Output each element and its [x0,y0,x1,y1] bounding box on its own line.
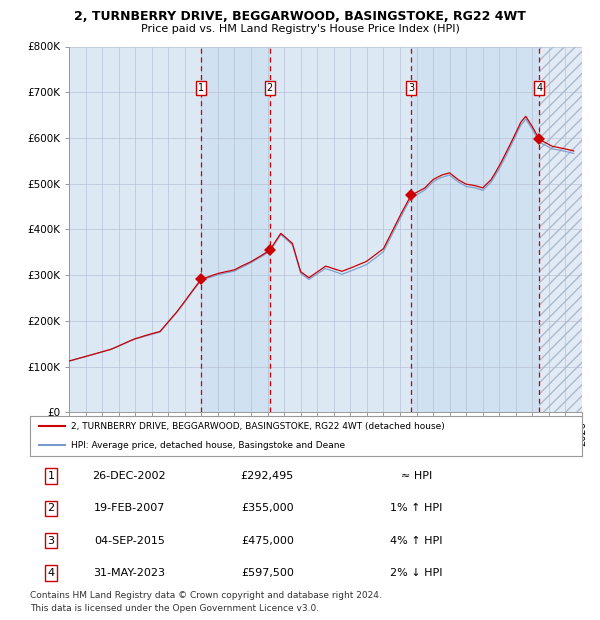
Text: £597,500: £597,500 [241,568,294,578]
Text: 04-SEP-2015: 04-SEP-2015 [94,536,165,546]
Text: £355,000: £355,000 [241,503,293,513]
Text: 1% ↑ HPI: 1% ↑ HPI [390,503,443,513]
Text: 2, TURNBERRY DRIVE, BEGGARWOOD, BASINGSTOKE, RG22 4WT (detached house): 2, TURNBERRY DRIVE, BEGGARWOOD, BASINGST… [71,422,445,431]
Text: 3: 3 [408,82,414,92]
Text: 4: 4 [536,82,542,92]
Text: 1: 1 [198,82,204,92]
Text: 1: 1 [47,471,55,481]
Bar [539,46,582,412]
Text: 2, TURNBERRY DRIVE, BEGGARWOOD, BASINGSTOKE, RG22 4WT: 2, TURNBERRY DRIVE, BEGGARWOOD, BASINGST… [74,10,526,23]
Text: £292,495: £292,495 [241,471,294,481]
Text: £475,000: £475,000 [241,536,294,546]
Text: 2: 2 [266,82,273,92]
Text: ≈ HPI: ≈ HPI [401,471,432,481]
Text: 31-MAY-2023: 31-MAY-2023 [94,568,166,578]
Text: HPI: Average price, detached house, Basingstoke and Deane: HPI: Average price, detached house, Basi… [71,441,346,450]
Text: 26-DEC-2002: 26-DEC-2002 [92,471,166,481]
Text: 2% ↓ HPI: 2% ↓ HPI [390,568,443,578]
Text: 4% ↑ HPI: 4% ↑ HPI [390,536,443,546]
Text: Contains HM Land Registry data © Crown copyright and database right 2024.
This d: Contains HM Land Registry data © Crown c… [30,591,382,613]
Text: 19-FEB-2007: 19-FEB-2007 [94,503,165,513]
Text: 2: 2 [47,503,55,513]
Text: Price paid vs. HM Land Registry's House Price Index (HPI): Price paid vs. HM Land Registry's House … [140,24,460,33]
Text: 3: 3 [47,536,55,546]
Text: 4: 4 [47,568,55,578]
Bar [411,46,539,412]
Bar [201,46,270,412]
Bar [539,46,582,412]
